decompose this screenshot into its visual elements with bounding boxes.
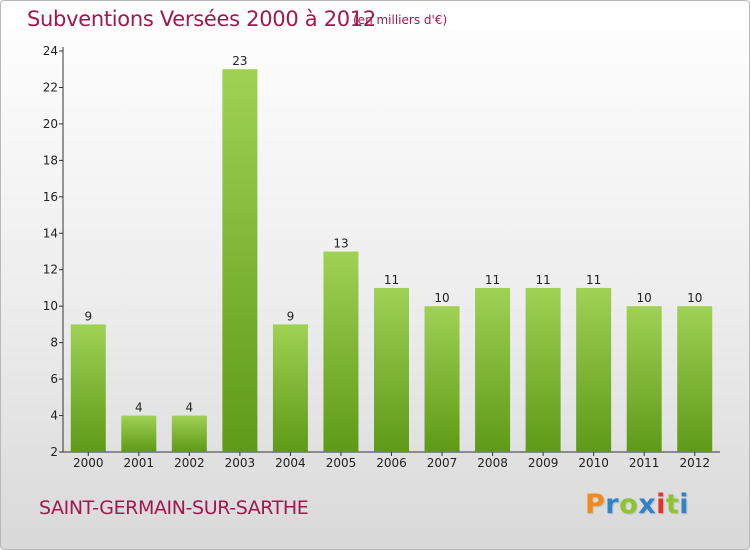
bar-2006 — [374, 287, 409, 452]
y-tick-label: 20 — [43, 117, 58, 131]
bar-2000 — [70, 324, 106, 452]
bar-value-label: 9 — [287, 309, 295, 323]
bar-value-label: 23 — [232, 54, 247, 68]
chart-title: Subventions Versées 2000 à 2012 — [27, 7, 376, 31]
y-tick-label: 10 — [43, 299, 58, 313]
bar-2007 — [424, 306, 460, 452]
bar-value-label: 10 — [687, 291, 702, 305]
bar-value-label: 13 — [333, 237, 348, 251]
y-tick-label: 2 — [50, 445, 58, 459]
y-tick-label: 16 — [43, 190, 58, 204]
y-tick-label: 4 — [50, 409, 58, 423]
bar-value-label: 11 — [485, 273, 500, 287]
bar-value-label: 11 — [384, 273, 399, 287]
x-tick-label: 2010 — [578, 456, 609, 470]
x-tick-label: 2011 — [629, 456, 660, 470]
bar-value-label: 11 — [535, 273, 550, 287]
x-tick-label: 2004 — [275, 456, 306, 470]
x-tick-label: 2007 — [427, 456, 458, 470]
bar-2009 — [525, 287, 561, 452]
y-tick-label: 6 — [50, 372, 58, 386]
y-tick-label: 12 — [43, 263, 58, 277]
bar-2008 — [475, 287, 511, 452]
bar-value-label: 10 — [434, 291, 449, 305]
x-tick-label: 2008 — [477, 456, 508, 470]
bar-value-label: 4 — [135, 401, 143, 415]
y-tick-label: 14 — [43, 226, 58, 240]
y-tick-label: 8 — [50, 336, 58, 350]
bar-2010 — [576, 287, 612, 452]
bar-value-label: 11 — [586, 273, 601, 287]
commune-name: SAINT-GERMAIN-SUR-SARTHE — [39, 497, 309, 519]
bar-2002 — [171, 415, 207, 452]
y-tick-label: 24 — [43, 44, 58, 58]
x-tick-label: 2005 — [326, 456, 357, 470]
bar-value-label: 9 — [84, 309, 92, 323]
y-tick-label: 22 — [43, 80, 58, 94]
bar-2012 — [677, 306, 713, 452]
x-tick-label: 2002 — [174, 456, 205, 470]
proxiti-logo[interactable]: Proxiti — [585, 489, 690, 520]
bar-2011 — [626, 306, 662, 452]
bar-2005 — [323, 251, 359, 452]
x-tick-label: 2000 — [73, 456, 104, 470]
bar-value-label: 4 — [186, 401, 194, 415]
chart-labels: 2000 9 2001 4 2002 4 2003 23 2004 9 2005 13 2006 11 20… — [73, 54, 710, 470]
x-tick-label: 2009 — [528, 456, 559, 470]
x-tick-label: 2003 — [225, 456, 256, 470]
chart-bars — [70, 69, 713, 453]
x-tick-label: 2001 — [124, 456, 155, 470]
chart-subtitle: (en milliers d'€) — [353, 13, 448, 27]
y-tick-label: 18 — [43, 153, 58, 167]
bar-2001 — [121, 415, 157, 452]
x-tick-label: 2006 — [376, 456, 407, 470]
bar-2003 — [222, 69, 258, 453]
x-tick-label: 2012 — [679, 456, 710, 470]
bar-value-label: 10 — [637, 291, 652, 305]
bar-2004 — [272, 324, 308, 452]
